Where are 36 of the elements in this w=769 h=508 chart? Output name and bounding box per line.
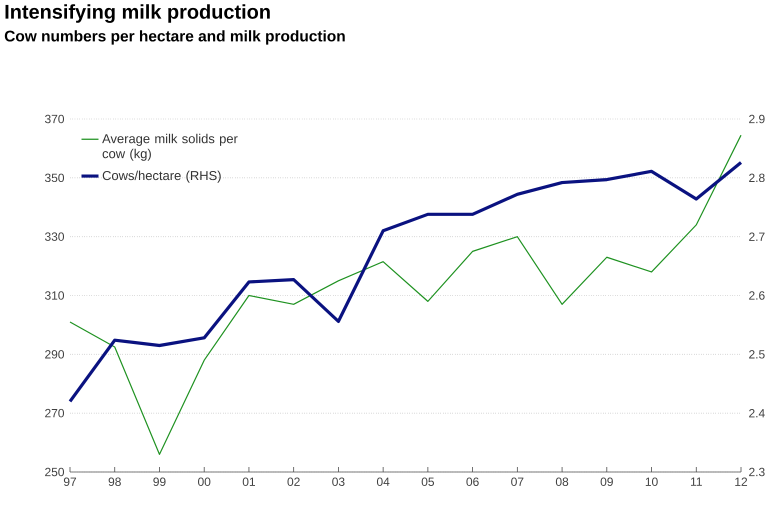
y2-tick-label: 2.3 <box>749 468 765 476</box>
legend-label: Average milk solids per cow (kg) <box>102 134 238 161</box>
x-tick-label: 98 <box>108 478 121 486</box>
x-tick-label: 00 <box>198 478 210 486</box>
chart-title: Intensifying milk production <box>6 4 270 23</box>
y2-tick-label: 2.9 <box>749 114 765 124</box>
x-tick-label: 05 <box>422 478 434 486</box>
y-tick-label: 310 <box>44 291 64 300</box>
y-tick-label: 270 <box>45 408 64 418</box>
x-tick-label: 11 <box>690 478 702 486</box>
legend-label: Cows/hectare (RHS) <box>102 170 221 183</box>
x-tick-label: 04 <box>376 478 390 486</box>
x-tick-label: 08 <box>556 478 568 486</box>
line-series <box>68 160 743 403</box>
x-tick-label: 09 <box>600 478 613 486</box>
x-tick-label: 07 <box>511 478 524 486</box>
y2-tick-label: 2.6 <box>749 291 765 300</box>
y2-tick-label: 2.7 <box>749 232 765 241</box>
x-tick-label: 01 <box>242 478 255 486</box>
y-tick-label: 290 <box>45 350 64 359</box>
x-tick-label: 03 <box>332 478 345 486</box>
y-tick-label: 350 <box>44 174 64 182</box>
x-tick-label: 12 <box>735 478 748 486</box>
x-tick-label: 06 <box>466 478 479 486</box>
y2-tick-label: 2.5 <box>749 350 765 359</box>
chart-subtitle: Cow numbers per hectare and milk production <box>4 30 345 45</box>
x-tick-label: 02 <box>287 478 300 486</box>
x-tick-label: 99 <box>153 478 166 486</box>
x-tick-label: 10 <box>646 478 658 486</box>
line-series <box>69 134 742 455</box>
y2-tick-label: 2.4 <box>749 408 765 418</box>
y-tick-label: 370 <box>44 114 64 124</box>
x-tick-label: 97 <box>64 478 76 486</box>
y2-tick-label: 2.8 <box>749 174 765 182</box>
y-tick-label: 250 <box>45 468 64 476</box>
y-tick-label: 330 <box>44 232 64 241</box>
